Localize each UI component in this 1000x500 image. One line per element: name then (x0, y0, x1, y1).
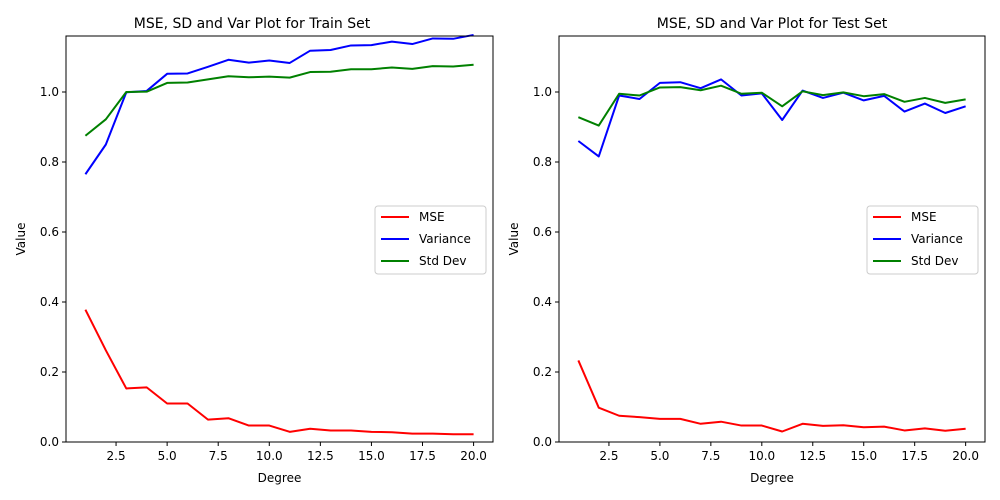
chart-test-legend-box (866, 205, 979, 275)
chart-test-xtick-label: 5.0 (650, 449, 669, 463)
chart-train-plot-frame (65, 35, 494, 443)
chart-train-series-variance-line (84, 33, 474, 175)
chart-train-marks: 2.5 5.0 7.5 10.0 12.5 15.0 17.5 20.0 0.0 0.2 0.4 0.… (40, 33, 487, 463)
chart-train-ytick-label: 1.0 (40, 85, 59, 99)
chart-test-title: MSE, SD and Var Plot for Test Set (657, 16, 888, 32)
chart-test-xtick-label: 17.5 (901, 449, 928, 463)
chart-train-series-mse-line (84, 309, 474, 436)
chart-test-series-variance-line (577, 78, 966, 158)
chart-test-ytick-label: 1.0 (533, 85, 552, 99)
chart-train-xlabel: Degree (258, 471, 302, 485)
chart-test: MSE, SD and Var Plot for Test Set 2.5 5.0… (507, 16, 986, 485)
chart-train-series-stddev-line (84, 63, 474, 137)
chart-train: MSE, SD and Var Plot for Train Set 2.5 5.… (14, 16, 494, 485)
chart-test-legend-label-variance: Variance (911, 232, 963, 246)
chart-train-title: MSE, SD and Var Plot for Train Set (134, 16, 371, 32)
chart-train-ytick-label: 0.6 (40, 225, 59, 239)
chart-test-legend-label-stddev: Std Dev (911, 254, 958, 268)
chart-train-xtick-label: 15.0 (358, 449, 385, 463)
chart-test-marks: 2.5 5.0 7.5 10.0 12.5 15.0 17.5 20.0 0.0 0.2 0.4 0.… (533, 78, 979, 463)
chart-test-series-stddev-line (577, 84, 966, 127)
chart-train-xtick-label: 20.0 (460, 449, 487, 463)
chart-train-xtick-label: 17.5 (409, 449, 436, 463)
chart-test-ytick-label: 0.4 (533, 295, 552, 309)
chart-test-xtick-label: 15.0 (850, 449, 877, 463)
chart-train-ylabel: Value (14, 223, 28, 256)
chart-test-xlabel: Degree (750, 471, 794, 485)
chart-test-xtick-label: 7.5 (701, 449, 720, 463)
chart-train-legend-label-mse: MSE (419, 210, 445, 224)
chart-test-xtick-label: 2.5 (599, 449, 618, 463)
chart-test-legend-label-mse: MSE (911, 210, 937, 224)
chart-train-xtick-label: 7.5 (209, 449, 228, 463)
chart-train-legend-label-stddev: Std Dev (419, 254, 466, 268)
chart-train-legend-box (374, 205, 487, 275)
chart-train-ytick-label: 0.2 (40, 365, 59, 379)
chart-train-legend-label-variance: Variance (419, 232, 471, 246)
chart-train-legend: MSE Variance Std Dev (374, 205, 487, 275)
chart-train-ytick-label: 0.8 (40, 155, 59, 169)
chart-test-xtick-label: 20.0 (952, 449, 979, 463)
chart-test-plot-frame (558, 35, 986, 443)
chart-train-xtick-label: 12.5 (307, 449, 334, 463)
chart-train-xtick-label: 2.5 (107, 449, 126, 463)
chart-train-xtick-label: 10.0 (256, 449, 283, 463)
chart-test-legend: MSE Variance Std Dev (866, 205, 979, 275)
chart-test-ytick-label: 0.6 (533, 225, 552, 239)
chart-test-xtick-label: 12.5 (799, 449, 826, 463)
chart-train-ytick-label: 0.4 (40, 295, 59, 309)
chart-test-series-mse-line (577, 360, 966, 433)
chart-test-ylabel: Value (507, 223, 521, 256)
chart-test-ytick-label: 0.8 (533, 155, 552, 169)
chart-test-ytick-label: 0.2 (533, 365, 552, 379)
chart-test-xtick-label: 10.0 (748, 449, 775, 463)
chart-train-xtick-label: 5.0 (158, 449, 177, 463)
chart-test-ytick-label: 0.0 (533, 435, 552, 449)
chart-train-ytick-label: 0.0 (40, 435, 59, 449)
